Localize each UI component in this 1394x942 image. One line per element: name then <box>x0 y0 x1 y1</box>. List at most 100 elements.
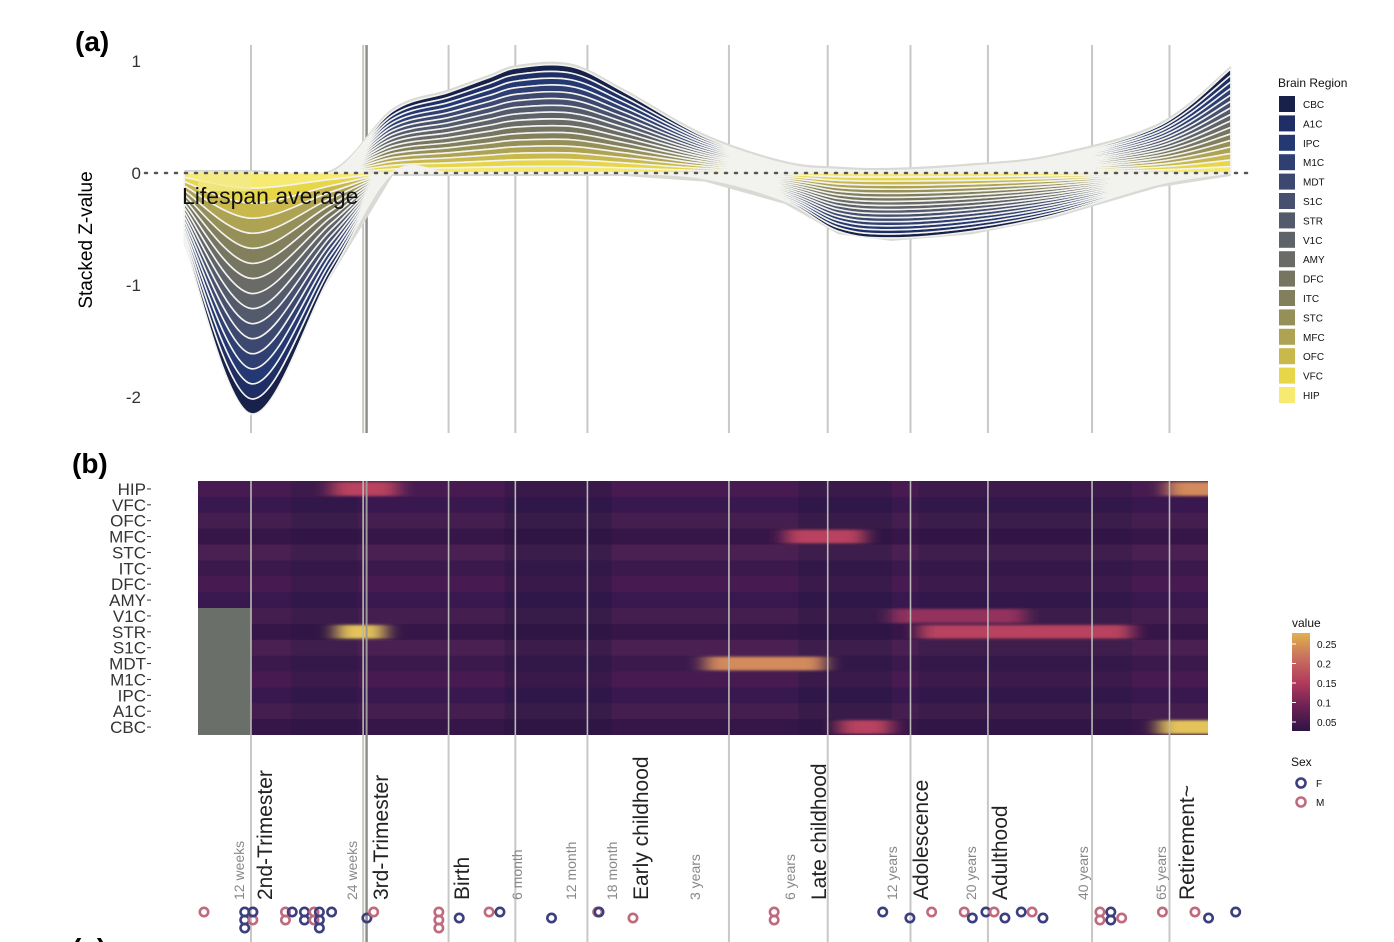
age-label: 18 month <box>604 842 620 900</box>
sample-marker-m <box>627 912 639 924</box>
brain-region-legend-title: Brain Region <box>1278 76 1347 90</box>
legend-swatch-vfc <box>1279 367 1295 384</box>
legend-swatch-v1c <box>1279 231 1295 248</box>
legend-swatch-a1c <box>1279 115 1295 132</box>
legend-label-s1c: S1C <box>1303 197 1322 208</box>
heatmap-row-mfc <box>198 528 1208 545</box>
sample-marker-f <box>494 906 506 918</box>
heatmap-row-label: ITC <box>119 559 146 578</box>
sample-marker-f <box>313 922 325 934</box>
heatmap-chart: HIPVFCOFCMFCSTCITCDFCAMYV1CSTRS1CMDTM1CI… <box>109 480 1208 737</box>
sample-marker-f <box>593 906 605 918</box>
value-colorbar-legend: value 0.25 0.2 0.15 0.1 0.05 <box>1292 616 1337 731</box>
heatmap-row-s1c <box>198 639 1208 657</box>
y-tick-label: 1 <box>132 52 141 71</box>
heatmap-row-label: MFC <box>109 528 146 547</box>
sample-marker-f <box>966 912 978 924</box>
legend-label-dfc: DFC <box>1303 275 1324 286</box>
sample-marker-f <box>239 922 251 934</box>
sample-marker-f <box>546 912 558 924</box>
stage-label: Adulthood <box>989 805 1012 900</box>
heatmap-row-label: S1C <box>113 639 146 658</box>
legend-label-mdt: MDT <box>1303 178 1325 189</box>
sample-marker-m <box>308 914 320 926</box>
legend-swatch-str <box>1279 212 1295 229</box>
heatmap-row-cbc <box>198 719 1208 735</box>
sample-marker-m <box>279 914 291 926</box>
stage-label: Late childhood <box>808 763 831 900</box>
legend-label-itc: ITC <box>1303 294 1319 305</box>
heatmap-row-label: V1C <box>113 607 146 626</box>
age-label: 12 month <box>563 842 579 900</box>
legend-swatch-mdt <box>1279 173 1295 190</box>
legend-swatch-mfc <box>1279 328 1295 345</box>
legend-swatch-hip <box>1279 387 1295 403</box>
heatmap-row-label: STR <box>112 623 146 642</box>
y-tick-label: 0 <box>132 164 141 183</box>
hot-spot-mfc <box>785 529 866 544</box>
heatmap-row-ofc <box>198 512 1208 530</box>
sample-marker-f <box>361 912 373 924</box>
band-lower-hip <box>183 171 1231 189</box>
sample-marker-m <box>926 906 938 918</box>
heatmap-row-a1c <box>198 703 1208 720</box>
sample-marker-f <box>1015 906 1027 918</box>
colorbar-tick-label: 0.15 <box>1317 679 1337 690</box>
colorbar-tick-label: 0.2 <box>1317 660 1331 671</box>
legend-label-hip: HIP <box>1303 391 1320 402</box>
age-label: 12 weeks <box>231 841 247 900</box>
y-tick-label: -1 <box>126 276 141 295</box>
sample-marker-m <box>198 906 210 918</box>
legend-label-cbc: CBC <box>1303 100 1324 111</box>
sample-marker-f <box>453 912 465 924</box>
age-label: 6 years <box>782 854 798 900</box>
value-colorbar <box>1292 633 1310 731</box>
sample-marker-f <box>1037 912 1049 924</box>
heatmap-row-hip <box>198 481 1208 498</box>
legend-swatch-s1c <box>1279 193 1295 209</box>
hot-spot-str <box>918 624 1133 639</box>
legend-swatch-amy <box>1279 251 1295 268</box>
colorbar-tick-label: 0.25 <box>1317 640 1337 651</box>
heatmap-row-bands <box>198 481 1208 735</box>
legend-swatch-m1c <box>1279 154 1295 171</box>
colorbar-tick-label: 0.1 <box>1317 699 1331 710</box>
age-label: 3 years <box>687 854 703 900</box>
heatmap-row-itc <box>198 560 1208 577</box>
sex-legend-label: F <box>1316 779 1322 790</box>
heatmap-row-label: CBC <box>110 718 146 737</box>
heatmap-row-label: M1C <box>110 670 146 689</box>
lifespan-average-label: Lifespan average <box>182 183 358 209</box>
heatmap-row-label: DFC <box>111 575 146 594</box>
sample-marker-m <box>1116 912 1128 924</box>
heatmap-row-labels: HIPVFCOFCMFCSTCITCDFCAMYV1CSTRS1CMDTM1CI… <box>109 480 151 737</box>
sample-marker-m <box>1094 914 1106 926</box>
legend-label-mfc: MFC <box>1303 333 1325 344</box>
timeline-guides <box>250 735 1171 942</box>
panel-a-tag: (a) <box>75 26 109 57</box>
value-legend-title: value <box>1292 616 1321 630</box>
heatmap-row-label: AMY <box>109 591 146 610</box>
sex-legend-marker-f <box>1295 777 1307 789</box>
legend-swatch-itc <box>1279 290 1295 306</box>
heatmap-dark-patch <box>798 481 892 735</box>
heatmap-row-label: IPC <box>118 686 146 705</box>
legend-label-m1c: M1C <box>1303 158 1324 169</box>
sample-marker-m <box>483 906 495 918</box>
y-axis-title: Stacked Z-value <box>76 171 97 308</box>
sample-marker-f <box>1105 914 1117 926</box>
stream-bands <box>183 61 1232 417</box>
sample-marker-f <box>247 906 259 918</box>
age-label: 12 years <box>884 846 900 900</box>
heatmap-missing-block <box>198 608 251 735</box>
legend-swatch-stc <box>1279 309 1295 326</box>
heatmap-row-stc <box>198 544 1208 561</box>
sample-marker-m <box>1156 906 1168 918</box>
legend-label-stc: STC <box>1303 313 1323 324</box>
sample-marker-f <box>877 906 889 918</box>
hot-spot-hip <box>1166 482 1208 496</box>
sex-legend-label: M <box>1316 798 1324 809</box>
sample-marker-m <box>958 906 970 918</box>
y-axis-ticks: 1 0 -1 -2 <box>126 52 141 407</box>
